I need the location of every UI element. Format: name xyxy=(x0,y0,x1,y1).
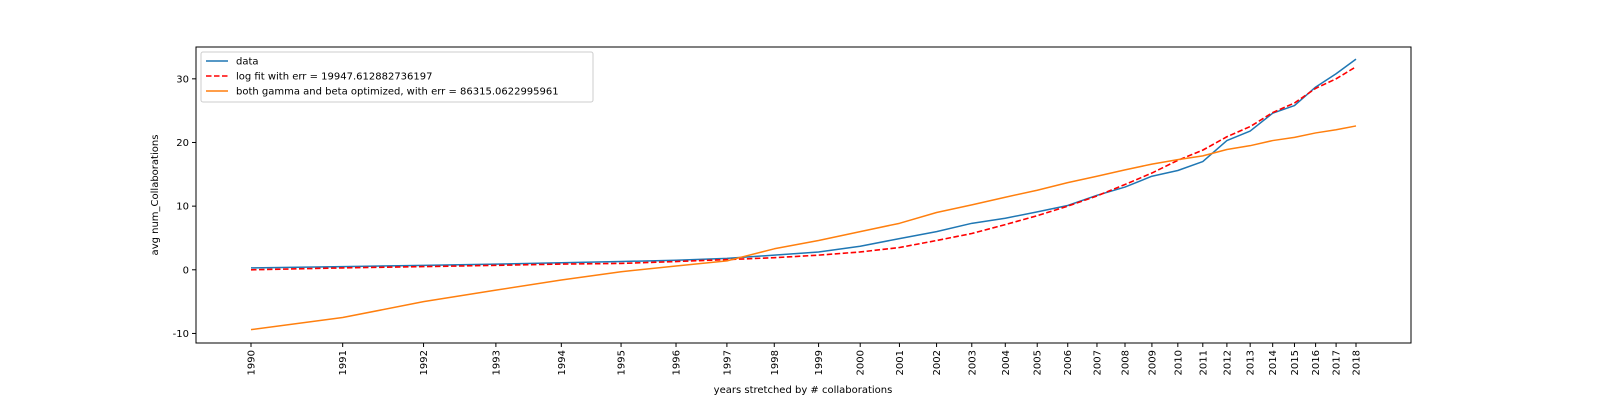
series-line-2 xyxy=(250,66,1357,271)
x-tick-label: 1994 xyxy=(557,350,568,375)
y-tick-label: 30 xyxy=(176,74,189,85)
x-tick-label: 1991 xyxy=(338,350,349,375)
x-tick-label: 2003 xyxy=(967,350,978,375)
legend-label: log fit with err = 19947.612882736197 xyxy=(236,72,433,83)
x-tick-label: 2017 xyxy=(1332,350,1343,375)
y-tick-label: 10 xyxy=(176,202,189,213)
y-axis: -10 0 10 20 30 xyxy=(173,74,196,340)
legend-label: both gamma and beta optimized, with err … xyxy=(236,87,559,98)
x-tick-label: 1990 xyxy=(247,350,258,375)
series-line-1 xyxy=(250,58,1357,269)
x-axis: 1990 1991 1992 1993 1994 1995 1996 1997 1998 1999… xyxy=(247,343,1363,375)
x-tick-label: 2016 xyxy=(1311,350,1322,375)
series-line-3 xyxy=(250,125,1357,331)
y-tick-label: 0 xyxy=(183,265,189,276)
x-tick-label: 2001 xyxy=(895,350,906,375)
legend-items: data log fit with err = 19947.61288273619… xyxy=(206,57,559,98)
plot-area-frame xyxy=(195,46,1412,344)
x-tick-label: 2014 xyxy=(1268,350,1279,375)
x-tick-label: 2015 xyxy=(1290,350,1301,375)
x-tick-label: 2018 xyxy=(1352,350,1363,375)
legend: data log fit with err = 19947.61288273619… xyxy=(200,51,594,103)
x-tick-label: 2000 xyxy=(856,350,867,375)
x-tick-label: 2013 xyxy=(1246,350,1257,375)
x-tick-label: 2007 xyxy=(1092,350,1103,375)
x-tick-label: 1999 xyxy=(814,350,825,375)
x-tick-label: 1993 xyxy=(491,350,502,375)
y-tick-label: 20 xyxy=(176,138,189,149)
legend-label: data xyxy=(236,57,259,68)
x-tick-label: 2004 xyxy=(1001,350,1012,375)
x-tick-label: 2008 xyxy=(1120,350,1131,375)
x-tick-label: 1996 xyxy=(672,350,683,375)
x-tick-label: 2009 xyxy=(1147,350,1158,375)
x-tick-label: 2012 xyxy=(1222,350,1233,375)
x-tick-label: 1995 xyxy=(617,350,628,375)
x-tick-label: 2011 xyxy=(1198,350,1209,375)
x-tick-label: 2002 xyxy=(932,350,943,375)
y-axis-label: avg num_Collaborations xyxy=(150,135,161,256)
x-tick-label: 2010 xyxy=(1173,350,1184,375)
x-tick-label: 1992 xyxy=(419,350,430,375)
x-axis-label: years stretched by # collaborations xyxy=(714,385,893,396)
x-tick-label: 2005 xyxy=(1033,350,1044,375)
x-tick-label: 1997 xyxy=(722,350,733,375)
x-tick-label: 2006 xyxy=(1063,350,1074,375)
x-tick-label: 1998 xyxy=(770,350,781,375)
y-tick-label: -10 xyxy=(173,329,189,340)
legend-box xyxy=(200,51,594,103)
plot-layer xyxy=(250,58,1357,331)
